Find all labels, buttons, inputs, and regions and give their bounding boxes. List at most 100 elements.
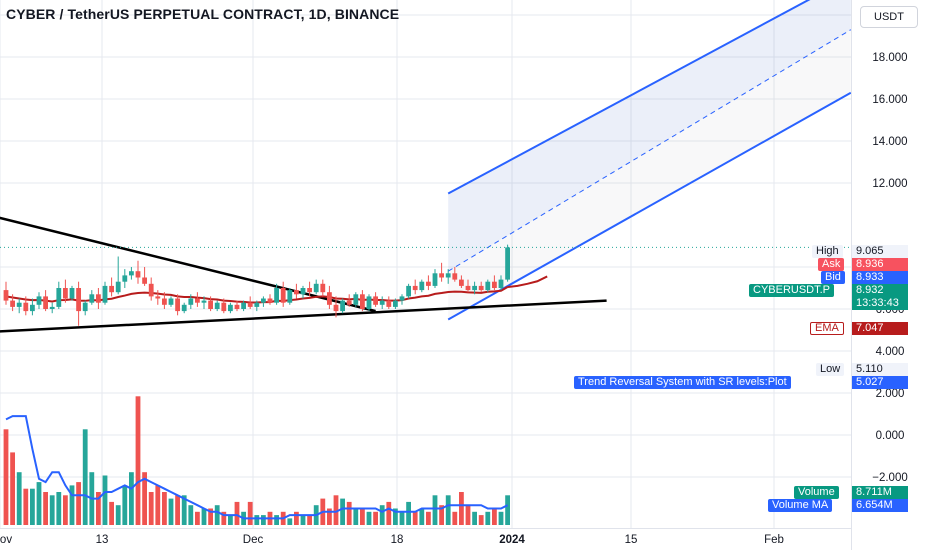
candle-body bbox=[465, 285, 471, 291]
volume-bar bbox=[195, 511, 200, 525]
volume-bar bbox=[115, 505, 121, 525]
ask-value: 8.936 bbox=[852, 258, 908, 271]
candle-body bbox=[221, 302, 227, 312]
volume-bar bbox=[307, 515, 312, 525]
candle-body bbox=[89, 294, 95, 303]
volume-bar bbox=[208, 508, 213, 525]
volume-bar bbox=[465, 505, 471, 525]
candle-body bbox=[333, 304, 339, 312]
volume-bar bbox=[214, 505, 220, 525]
candle-body bbox=[3, 290, 9, 301]
candle-body bbox=[43, 296, 48, 309]
volume-bar bbox=[419, 508, 425, 525]
candle-body bbox=[386, 300, 392, 307]
low-value: 5.110 bbox=[852, 363, 908, 376]
ema-label: EMA bbox=[810, 322, 844, 335]
volume-bar bbox=[3, 429, 9, 525]
candle-body bbox=[445, 273, 451, 278]
candle-body bbox=[432, 273, 438, 286]
time-axis-tick-label: 2024 bbox=[499, 534, 525, 546]
volume-label: Volume bbox=[794, 486, 839, 499]
ema-polyline bbox=[5, 286, 509, 304]
candle-body bbox=[82, 302, 88, 312]
volume-bar bbox=[426, 511, 431, 525]
volume-bar bbox=[452, 511, 458, 525]
candle-body bbox=[505, 247, 510, 280]
volume-bar bbox=[353, 508, 359, 525]
last-price-box: 8.932 13:33:43 bbox=[852, 284, 908, 310]
volume-bar bbox=[102, 475, 108, 525]
bid-value: 8.933 bbox=[852, 271, 908, 284]
regression-channel[interactable] bbox=[447, 0, 852, 321]
candle-body bbox=[175, 298, 180, 312]
volume-bar bbox=[162, 492, 167, 525]
volume-bar bbox=[36, 482, 42, 525]
volume-bar bbox=[346, 501, 352, 525]
volume-bar bbox=[155, 485, 161, 525]
chart-title: CYBER / TetherUS PERPETUAL CONTRACT, 1D,… bbox=[6, 6, 400, 22]
high-value: 9.065 bbox=[852, 245, 908, 258]
volume-bar bbox=[439, 505, 444, 525]
volume-ma-label: Volume MA bbox=[768, 499, 833, 512]
time-axis-tick-label: 15 bbox=[625, 534, 638, 546]
channel-fill bbox=[448, 0, 851, 320]
ema-value: 7.047 bbox=[852, 322, 908, 335]
high-label: High bbox=[812, 245, 843, 258]
volume-bar bbox=[294, 511, 299, 525]
candle-body bbox=[452, 273, 458, 280]
volume-bar bbox=[472, 511, 477, 525]
volume-bar bbox=[181, 495, 187, 525]
time-axis-tick-label: 13 bbox=[96, 534, 109, 546]
candle-body bbox=[168, 298, 174, 305]
candle-body bbox=[274, 288, 279, 303]
volume-bar bbox=[175, 495, 180, 525]
volume-bar bbox=[30, 488, 35, 525]
time-axis-tick-label: Feb bbox=[764, 534, 784, 546]
time-axis[interactable]: ov 13 Dec 18 2024 15 Feb bbox=[0, 534, 784, 546]
ema-projection-polyline bbox=[507, 275, 548, 289]
candle-body bbox=[353, 294, 359, 305]
volume-bar bbox=[379, 505, 385, 525]
candle-body bbox=[16, 302, 22, 307]
volume-bar bbox=[69, 485, 75, 525]
volume-bar bbox=[221, 511, 227, 525]
volume-bar bbox=[63, 495, 68, 525]
candle-body bbox=[280, 288, 286, 303]
candle-body bbox=[406, 285, 411, 297]
candle-body bbox=[201, 300, 207, 303]
candle-body bbox=[96, 294, 101, 303]
channel-lower-line bbox=[447, 91, 852, 321]
candle-body bbox=[76, 288, 81, 312]
trendlines[interactable] bbox=[0, 215, 607, 333]
volume-bar bbox=[412, 511, 418, 525]
price-axis-tick-label: 0.000 bbox=[876, 430, 905, 442]
candle-body bbox=[102, 285, 108, 303]
volume-bar bbox=[10, 452, 15, 525]
currency-unit-button[interactable]: USDT bbox=[860, 6, 918, 28]
candle-body bbox=[214, 302, 220, 309]
candle-body bbox=[228, 304, 233, 312]
volume-bar bbox=[287, 518, 293, 525]
last-price-value: 8.932 bbox=[856, 284, 884, 296]
candle-body bbox=[393, 300, 398, 307]
volume-bar bbox=[492, 508, 497, 525]
volume-bar bbox=[498, 511, 504, 525]
candle-body bbox=[498, 279, 504, 288]
candle-body bbox=[313, 283, 319, 293]
candle-body bbox=[241, 302, 246, 309]
volume-bar bbox=[142, 472, 147, 525]
volume-bar bbox=[234, 501, 240, 525]
candle-body bbox=[122, 275, 128, 282]
price-axis-tick-label: 12.000 bbox=[872, 178, 907, 190]
candle-body bbox=[459, 279, 464, 286]
volume-bar bbox=[478, 515, 484, 525]
bar-countdown: 13:33:43 bbox=[856, 297, 899, 309]
volume-bar bbox=[168, 498, 174, 525]
candle-body bbox=[492, 281, 497, 288]
volume-bar bbox=[386, 501, 392, 525]
volume-bar bbox=[188, 505, 194, 525]
time-axis-tick-label: 18 bbox=[391, 534, 404, 546]
candle-body bbox=[340, 300, 345, 312]
channel-upper-line bbox=[447, 0, 811, 195]
